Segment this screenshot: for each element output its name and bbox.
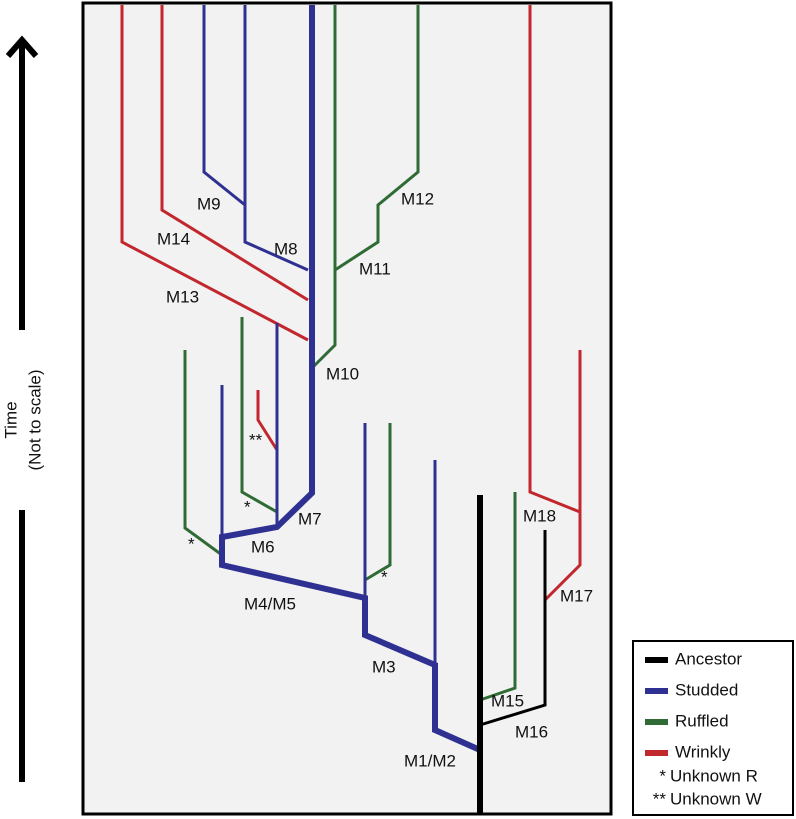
legend-label: Wrinkly [675, 742, 731, 761]
arrow-head [5, 35, 39, 58]
node-label: M12 [401, 189, 434, 208]
note-symbol: * [659, 766, 666, 785]
asterisk: * [244, 497, 251, 516]
node-label: M9 [197, 194, 221, 213]
tree-panel [81, 1, 613, 816]
node-label: M15 [491, 691, 524, 710]
node-labels: M1/M2 M3 M4/M5 M6 M7 M8 M9 M10 M11 M12 M… [157, 189, 593, 770]
node-label: M13 [166, 287, 199, 306]
node-label: M7 [298, 509, 322, 528]
node-label: M4/M5 [244, 594, 296, 613]
node-label: M17 [560, 586, 593, 605]
note-text: Unknown W [670, 789, 762, 808]
node-label: M16 [515, 722, 548, 741]
legend-label: Ancestor [675, 649, 742, 668]
tree [120, 5, 582, 815]
note-text: Unknown R [670, 766, 758, 785]
node-label: M11 [359, 259, 391, 278]
node-label: M3 [372, 657, 396, 676]
axis-title: Time [1, 401, 20, 438]
node-label: M1/M2 [404, 751, 456, 770]
node-label: M18 [523, 506, 556, 525]
legend-box [632, 640, 794, 816]
asterisk: ** [249, 430, 263, 449]
legend-label: Studded [675, 680, 738, 699]
node-label: M8 [274, 239, 298, 258]
node-label: M6 [251, 537, 275, 556]
note-symbol: ** [653, 789, 667, 808]
node-label: M10 [326, 364, 359, 383]
legend: Ancestor Studded Ruffled Wrinkly * Unknown R*… [632, 640, 794, 816]
legend-label: Ruffled [675, 711, 729, 730]
asterisk: * [188, 534, 195, 553]
axis-subtitle: (Not to scale) [25, 369, 44, 470]
node-label: M14 [157, 229, 190, 248]
asterisk: * [381, 567, 388, 586]
